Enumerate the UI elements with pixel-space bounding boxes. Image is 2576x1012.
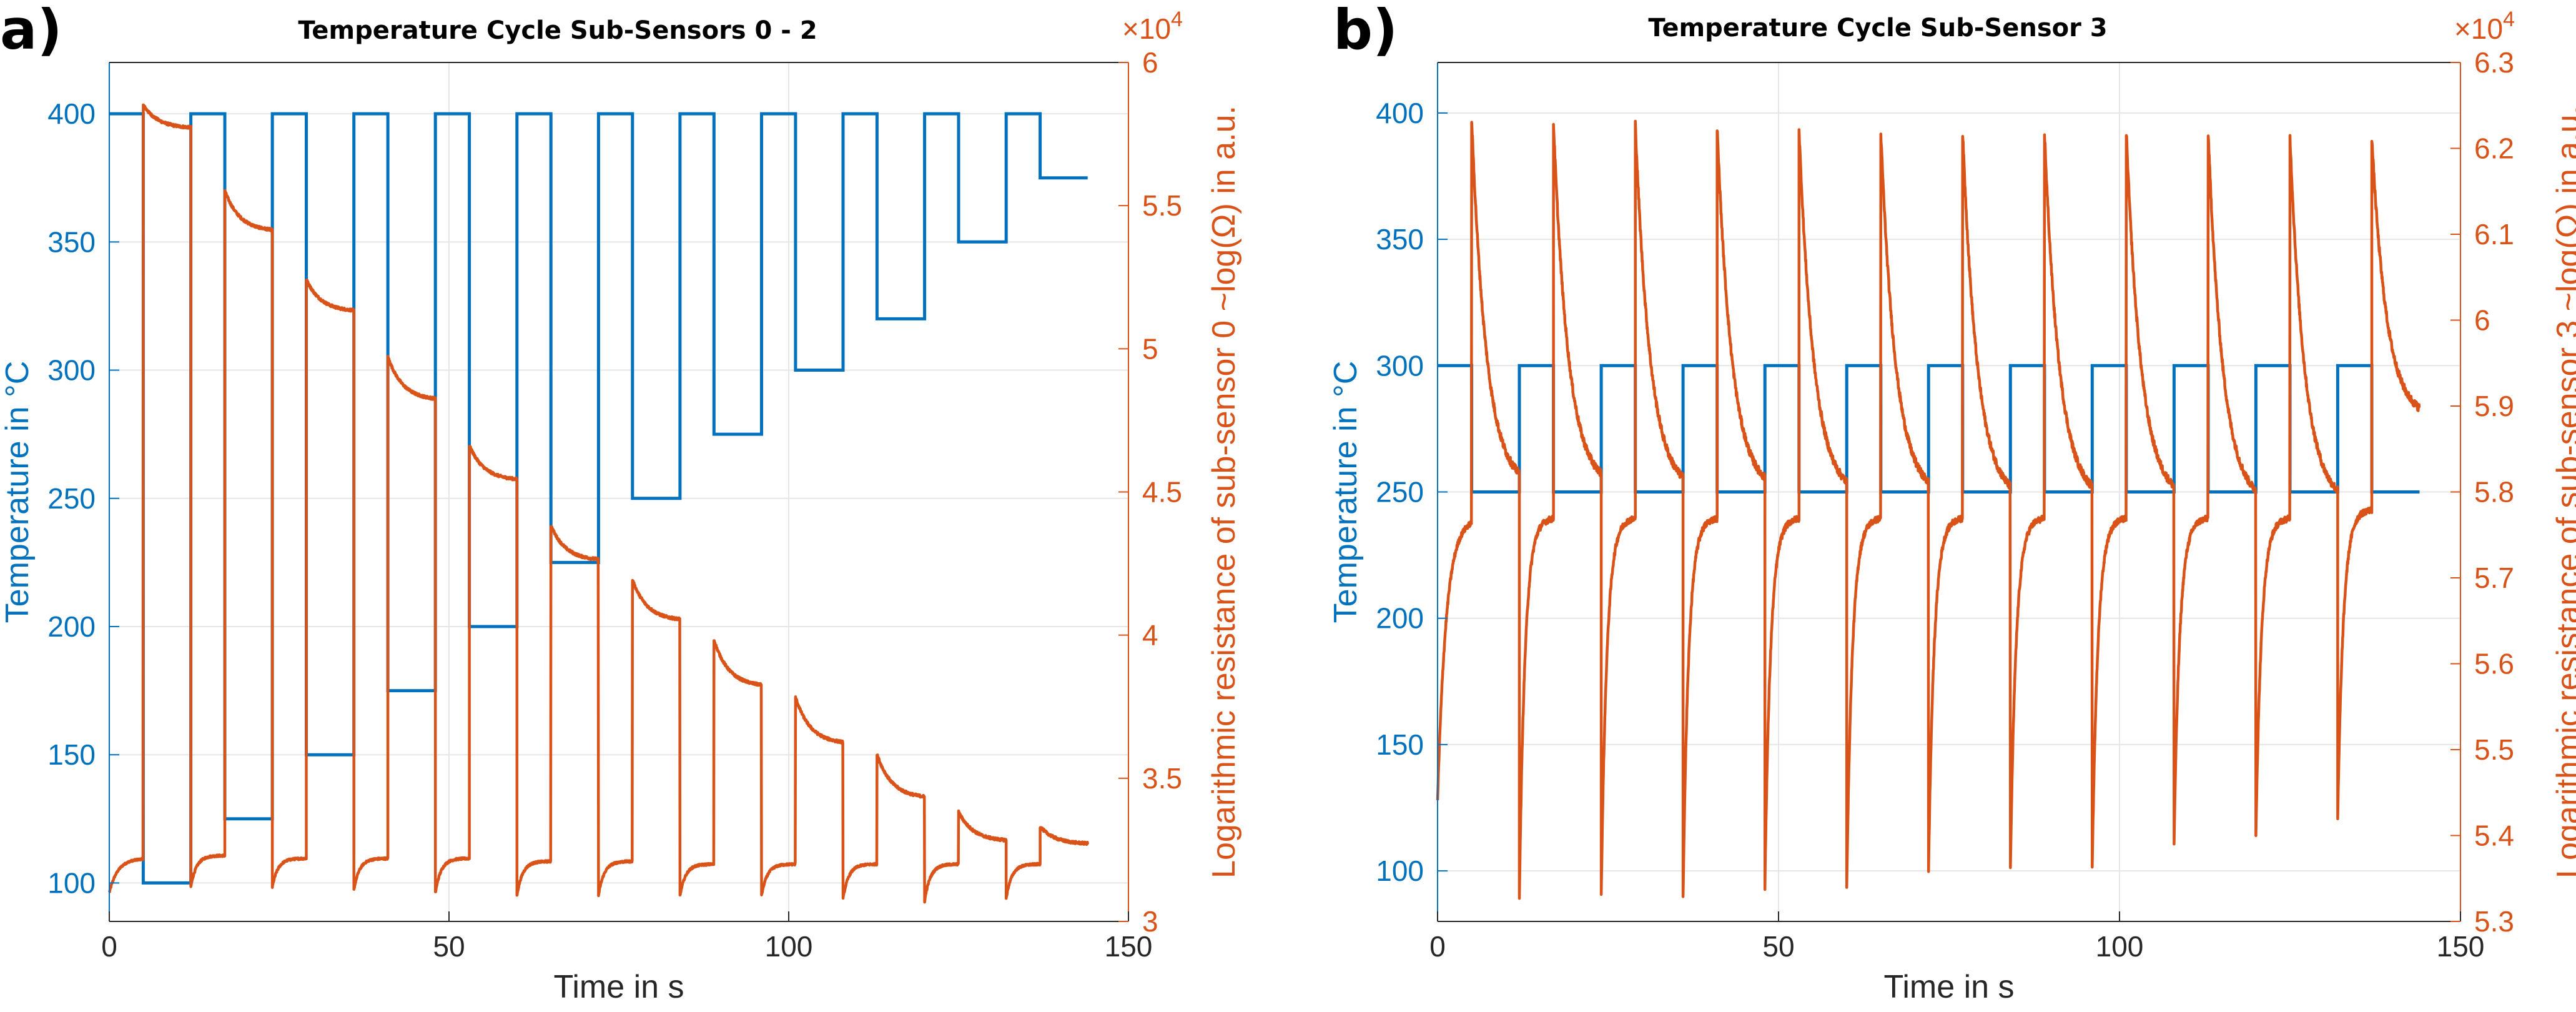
y-left-axis-label: Temperature in °C (1328, 361, 1364, 623)
panel-label-a: a) (0, 0, 62, 62)
y-left-axis-label: Temperature in °C (0, 361, 36, 623)
chart-title-b: Temperature Cycle Sub-Sensor 3 (1648, 14, 2107, 42)
y-right-tick-label: 5.8 (2474, 476, 2514, 508)
y-left-tick-label: 400 (47, 97, 96, 130)
x-tick-label: 50 (433, 930, 465, 963)
panel-label-b: b) (1333, 0, 1398, 62)
resistance-series-line (1436, 119, 2421, 900)
right-axis-exponent: ×104 (1122, 7, 1183, 45)
y-right-tick-label: 6.2 (2474, 132, 2514, 165)
x-tick-label: 100 (2096, 930, 2144, 963)
y-right-tick-label: 5.7 (2474, 562, 2514, 594)
y-right-tick-label: 5.3 (2474, 905, 2514, 938)
y-right-tick-label: 6 (2474, 304, 2490, 337)
x-tick-label: 150 (2437, 930, 2485, 963)
y-right-tick-label: 6.1 (2474, 218, 2514, 251)
y-left-tick-label: 350 (47, 226, 96, 258)
plot-area (109, 62, 1128, 921)
y-left-tick-label: 200 (47, 610, 96, 643)
y-right-tick-label: 5.6 (2474, 648, 2514, 680)
y-left-tick-label: 400 (1376, 97, 1424, 129)
y-left-tick-label: 150 (1376, 728, 1424, 761)
x-tick-label: 0 (1429, 930, 1446, 963)
y-right-tick-label: 4 (1142, 619, 1158, 652)
y-right-tick-label: 6 (1142, 46, 1158, 79)
panel-a: a) Temperature Cycle Sub-Sensors 0 - 2 0… (0, 0, 1242, 1005)
y-right-tick-label: 5.4 (2474, 820, 2514, 852)
y-right-tick-label: 3 (1142, 905, 1158, 938)
y-left-tick-label: 250 (1376, 476, 1424, 508)
x-axis-label: Time in s (1884, 969, 2015, 1005)
y-right-axis-label: Logarithmic resistance of sub-sensor 3 ~… (2550, 106, 2576, 878)
y-left-tick-label: 350 (1376, 223, 1424, 255)
y-right-tick-label: 5.5 (2474, 733, 2514, 766)
y-left-tick-label: 100 (1376, 855, 1424, 887)
y-right-tick-label: 5 (1142, 332, 1158, 365)
y-left-tick-label: 300 (47, 354, 96, 387)
x-tick-label: 100 (765, 930, 813, 963)
resistance-series-line (108, 103, 1089, 904)
y-left-tick-label: 150 (47, 738, 96, 771)
y-right-tick-label: 4.5 (1142, 476, 1182, 508)
panel-b: b) Temperature Cycle Sub-Sensor 3 0 50 100… (1328, 0, 2576, 1005)
y-right-tick-label: 3.5 (1142, 762, 1182, 795)
x-axis-label: Time in s (554, 969, 684, 1005)
y-right-axis-label: Logarithmic resistance of sub-sensor 0 ~… (1206, 106, 1242, 878)
chart-title-a: Temperature Cycle Sub-Sensors 0 - 2 (298, 16, 817, 45)
right-axis-exponent: ×104 (2454, 7, 2515, 45)
y-left-tick-label: 300 (1376, 349, 1424, 382)
y-right-tick-label: 5.5 (1142, 189, 1182, 222)
x-tick-label: 0 (101, 930, 117, 963)
y-left-tick-label: 200 (1376, 602, 1424, 635)
y-left-tick-label: 250 (47, 482, 96, 515)
x-tick-label: 50 (1762, 930, 1794, 963)
x-tick-label: 150 (1105, 930, 1153, 963)
y-right-tick-label: 6.3 (2474, 46, 2514, 79)
y-left-tick-label: 100 (47, 866, 96, 899)
temperature-series-line (1438, 364, 2420, 494)
y-right-tick-label: 5.9 (2474, 390, 2514, 422)
